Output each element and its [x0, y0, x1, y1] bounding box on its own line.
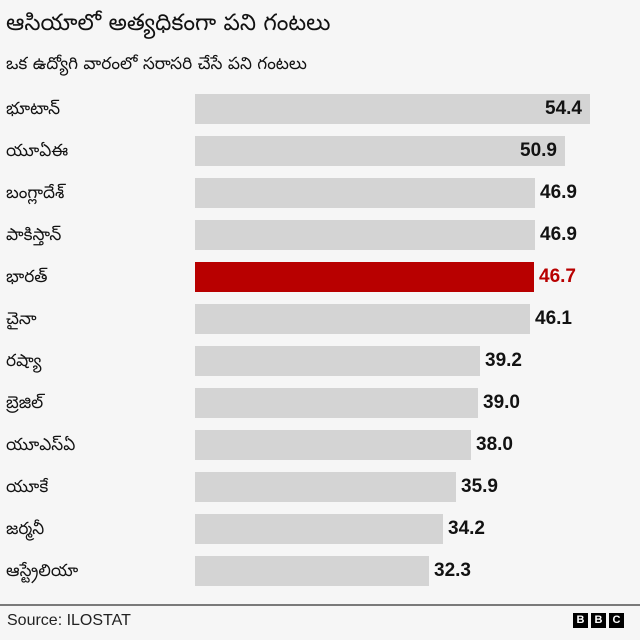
bar-row: ఆస్ట్రేలియా 32.3 — [0, 556, 640, 586]
value-label: 46.7 — [539, 266, 576, 287]
value-label: 35.9 — [461, 476, 498, 497]
chart-title: ఆసియాలో అత్యధికంగా పని గంటలు — [6, 10, 331, 36]
bbc-logo-letter: C — [609, 613, 624, 628]
value-label: 39.2 — [485, 350, 522, 371]
category-label: భూటాన్ — [6, 99, 61, 119]
value-label: 39.0 — [483, 392, 520, 413]
bar-row: జర్మనీ 34.2 — [0, 514, 640, 544]
value-label: 54.4 — [545, 98, 582, 119]
bar-row: యూకే 35.9 — [0, 472, 640, 502]
category-label: రష్యా — [6, 351, 42, 371]
chart-subtitle: ఒక ఉద్యోగి వారంలో సరాసరి చేసే పని గంటలు — [6, 54, 307, 74]
bar-row: బ్రెజిల్ 39.0 — [0, 388, 640, 418]
bbc-logo-letter: B — [573, 613, 588, 628]
bar — [195, 556, 429, 586]
bar — [195, 94, 590, 124]
category-label: పాకిస్తాన్ — [6, 225, 62, 245]
bar — [195, 220, 535, 250]
category-label: యూఎస్ఏ — [6, 435, 76, 455]
source-note: Source: ILOSTAT — [7, 612, 131, 629]
bar — [195, 472, 456, 502]
bar — [195, 346, 480, 376]
bar-row: చైనా 46.1 — [0, 304, 640, 334]
bar-row: యూఏఈ 50.9 — [0, 136, 640, 166]
bar — [195, 178, 535, 208]
value-label: 46.1 — [535, 308, 572, 329]
category-label: ఆస్ట్రేలియా — [6, 561, 79, 581]
bar-row: బంగ్లాదేశ్ 46.9 — [0, 178, 640, 208]
category-label: యూకే — [6, 477, 49, 497]
value-label: 38.0 — [476, 434, 513, 455]
bar-row: భూటాన్ 54.4 — [0, 94, 640, 124]
category-label: యూఏఈ — [6, 141, 69, 161]
value-label: 50.9 — [520, 140, 557, 161]
bar-row: యూఎస్ఏ 38.0 — [0, 430, 640, 460]
bar-highlighted — [195, 262, 534, 292]
bbc-logo: B B C — [573, 613, 624, 628]
value-label: 46.9 — [540, 224, 577, 245]
bar-row: పాకిస్తాన్ 46.9 — [0, 220, 640, 250]
bar-row: రష్యా 39.2 — [0, 346, 640, 376]
category-label: భారత్ — [6, 267, 48, 287]
bar — [195, 304, 530, 334]
value-label: 32.3 — [434, 560, 471, 581]
bar — [195, 388, 478, 418]
bar — [195, 514, 443, 544]
category-label: బంగ్లాదేశ్ — [6, 183, 65, 203]
bar — [195, 430, 471, 460]
value-label: 34.2 — [448, 518, 485, 539]
category-label: చైనా — [6, 309, 37, 329]
bar — [195, 136, 565, 166]
bbc-logo-letter: B — [591, 613, 606, 628]
footer-divider — [0, 604, 640, 606]
category-label: జర్మనీ — [6, 519, 45, 539]
category-label: బ్రెజిల్ — [6, 393, 44, 413]
value-label: 46.9 — [540, 182, 577, 203]
bar-row: భారత్ 46.7 — [0, 262, 640, 292]
